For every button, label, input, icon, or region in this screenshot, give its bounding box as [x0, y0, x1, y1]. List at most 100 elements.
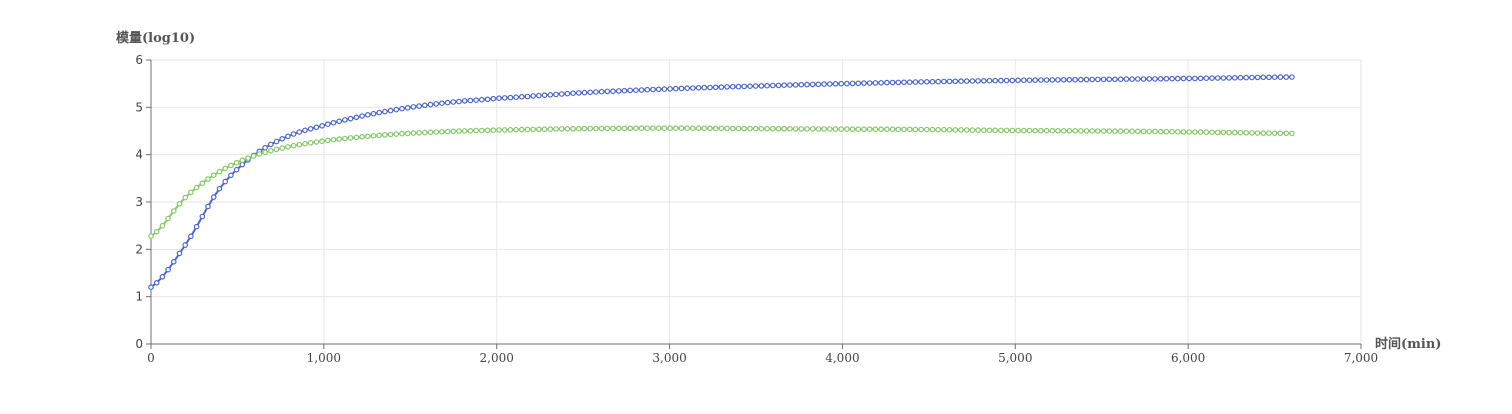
data-point: [1072, 76, 1078, 83]
x-tick-label: 0: [147, 351, 155, 365]
data-point: [621, 125, 628, 132]
data-point: [1003, 127, 1010, 134]
data-point: [473, 127, 479, 134]
data-point: [712, 84, 719, 91]
data-point: [826, 81, 833, 87]
data-point: [427, 129, 434, 136]
data-point: [1180, 75, 1187, 82]
data-point: [193, 184, 200, 191]
data-point: [1254, 74, 1261, 81]
data-point: [439, 129, 445, 135]
data-point: [838, 126, 845, 132]
data-point: [1152, 76, 1158, 82]
data-point: [302, 140, 308, 147]
data-point: [935, 126, 942, 133]
data-point: [1203, 75, 1210, 82]
data-point: [1237, 129, 1244, 136]
data-point: [1209, 129, 1215, 136]
data-point: [980, 127, 987, 134]
data-point: [901, 126, 907, 133]
data-point: [1135, 128, 1141, 135]
data-point: [404, 130, 411, 137]
data-point: [804, 126, 810, 132]
data-point: [1243, 130, 1250, 136]
data-point: [998, 127, 1004, 134]
data-point: [1112, 76, 1118, 83]
data-point: [952, 127, 959, 133]
data-point: [484, 127, 491, 134]
data-point: [205, 176, 211, 182]
data-point: [290, 142, 297, 149]
data-point: [1066, 76, 1073, 83]
data-point: [672, 85, 679, 92]
grid-lines: [151, 59, 1362, 344]
data-point: [1117, 76, 1124, 83]
data-point: [963, 78, 970, 84]
data-point: [1260, 130, 1267, 136]
data-point: [1266, 74, 1272, 81]
data-point: [410, 104, 417, 110]
data-point: [382, 132, 388, 138]
data-point: [1243, 74, 1250, 81]
data-point: [484, 96, 491, 103]
data-point: [267, 148, 274, 154]
x-tick-label: 4,000: [825, 351, 859, 365]
data-point: [986, 77, 993, 84]
data-point: [741, 125, 748, 132]
data-point: [872, 126, 879, 133]
data-point: [1009, 127, 1016, 134]
data-point: [285, 144, 291, 150]
data-point: [558, 126, 565, 132]
data-point: [826, 126, 833, 132]
data-point: [467, 97, 474, 104]
data-point: [781, 126, 788, 132]
data-point: [1015, 127, 1021, 134]
data-point: [575, 125, 582, 132]
data-point: [1152, 128, 1158, 135]
data-point: [1003, 77, 1010, 84]
data-point: [912, 126, 919, 133]
data-point: [1232, 75, 1238, 81]
data-point: [655, 125, 662, 132]
data-point: [684, 85, 691, 92]
axes: 0 1 2 3 4 5 6 0 1,000 2,000 3,000 4,000 5,000 6,000 7,…: [135, 53, 1378, 365]
data-point: [319, 138, 325, 145]
data-point: [273, 138, 280, 145]
data-point: [330, 119, 337, 126]
data-point: [1283, 130, 1290, 137]
data-point: [906, 79, 913, 86]
data-point: [992, 77, 999, 84]
data-point: [946, 78, 953, 85]
data-point: [633, 125, 639, 132]
data-point: [513, 94, 519, 101]
data-point: [1140, 76, 1147, 82]
data-point: [935, 78, 942, 85]
data-point: [553, 91, 559, 98]
data-point: [1214, 75, 1221, 81]
data-point: [861, 126, 867, 133]
data-point: [593, 89, 599, 95]
data-point: [1220, 129, 1227, 136]
data-point: [695, 85, 702, 91]
x-tick-label: 7,000: [1344, 351, 1378, 365]
data-point: [1095, 128, 1101, 134]
x-tick-label: 1,000: [307, 351, 341, 365]
data-point: [1283, 74, 1290, 80]
data-point: [478, 96, 485, 103]
data-point: [1049, 77, 1056, 83]
data-point: [302, 127, 308, 134]
data-point: [165, 215, 171, 222]
data-point: [718, 125, 725, 132]
data-point: [171, 208, 177, 214]
data-point: [775, 82, 782, 89]
x-tick-label: 6,000: [1171, 351, 1205, 365]
data-point: [1146, 76, 1153, 82]
data-point: [564, 90, 571, 97]
data-point: [1032, 77, 1039, 83]
data-point: [1237, 74, 1244, 81]
data-point: [188, 189, 194, 196]
data-point: [404, 105, 411, 111]
data-point: [707, 125, 713, 132]
data-point: [809, 81, 816, 88]
data-point: [787, 82, 793, 88]
